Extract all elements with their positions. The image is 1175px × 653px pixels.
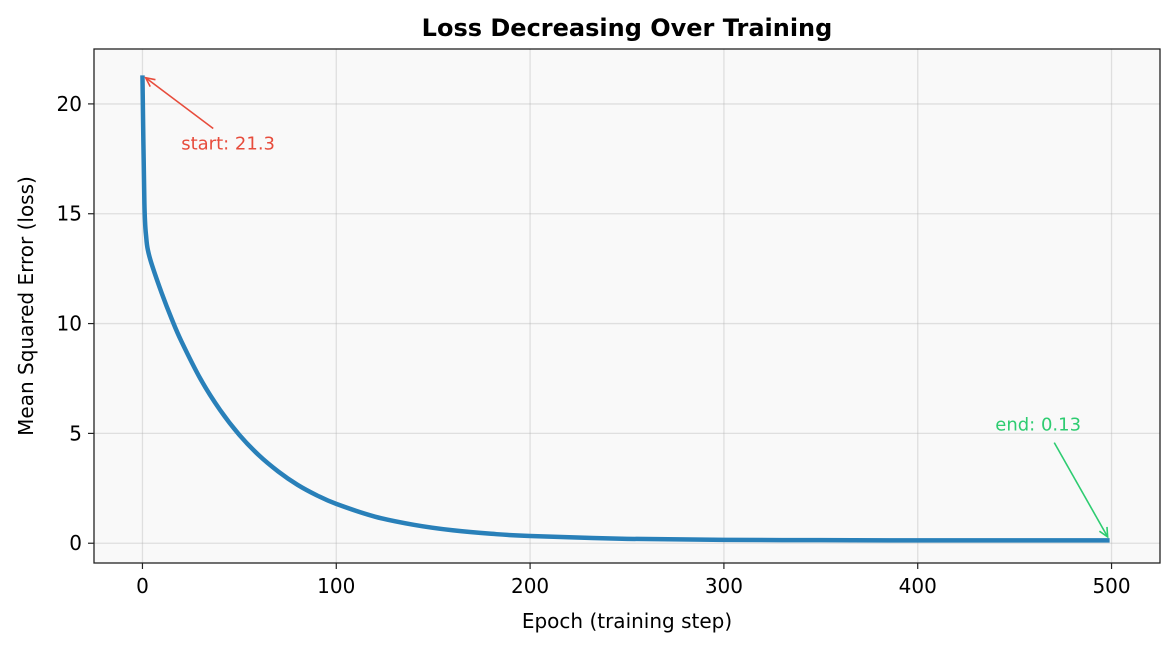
arrowhead-icon <box>144 76 156 88</box>
annotation-label: end: 0.13 <box>995 415 1081 436</box>
ticks: 0 100 200 300 400 500 0 5 10 15 20 <box>57 92 1131 598</box>
x-tick-label: 100 <box>317 574 355 598</box>
x-tick-label: 0 <box>136 574 149 598</box>
plot-area <box>94 49 1160 563</box>
axes-frame <box>93 48 1161 564</box>
series-layer <box>140 75 1110 543</box>
x-tick-label: 400 <box>899 574 937 598</box>
annotation-arrow <box>145 77 214 130</box>
annotations: start: 21.3 end: 0.13 <box>144 76 1109 539</box>
annotation-label: start: 21.3 <box>181 133 275 154</box>
annotation-arrow <box>1053 442 1109 538</box>
x-tick-label: 200 <box>511 574 549 598</box>
grid <box>94 49 1160 563</box>
y-tick-label: 20 <box>57 92 82 116</box>
x-tick-label: 300 <box>705 574 743 598</box>
x-tick-label: 500 <box>1092 574 1130 598</box>
y-tick-label: 15 <box>57 202 82 226</box>
y-axis-label: Mean Squared Error (loss) <box>14 176 38 436</box>
y-tick-label: 0 <box>69 531 82 555</box>
arrowhead-icon <box>1098 526 1109 539</box>
y-tick-label: 5 <box>69 421 82 445</box>
chart-title: Loss Decreasing Over Training <box>422 14 833 42</box>
loss-line <box>140 75 1110 543</box>
y-tick-label: 10 <box>57 312 82 336</box>
x-axis-label: Epoch (training step) <box>522 609 732 633</box>
